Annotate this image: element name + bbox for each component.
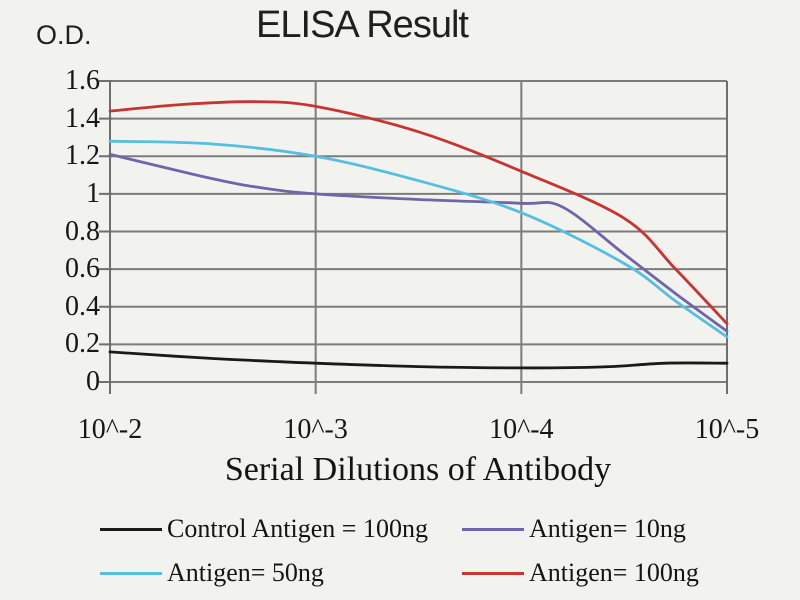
legend-line-swatch — [100, 527, 162, 531]
legend-label: Antigen= 10ng — [529, 514, 686, 543]
x-tick-label: 10^-2 — [77, 414, 143, 445]
legend-line-swatch — [100, 571, 162, 575]
y-tick-label: 1.6 — [65, 65, 100, 96]
legend-item: Antigen= 50ng — [100, 558, 324, 588]
legend-item: Control Antigen = 100ng — [100, 514, 428, 544]
y-tick-label: 0.6 — [65, 253, 100, 285]
x-axis-title: Serial Dilutions of Antibody — [224, 451, 612, 488]
x-tick-label: 10^-4 — [489, 414, 554, 445]
y-tick-label: 0 — [86, 366, 100, 397]
y-tick-label: 0.8 — [65, 215, 100, 247]
y-tick-label: 1 — [86, 177, 100, 209]
legend-label: Antigen= 100ng — [529, 558, 699, 587]
legend-item: Antigen= 10ng — [462, 514, 686, 544]
y-tick-label: 0.2 — [65, 328, 100, 360]
x-tick-label: 10^-5 — [694, 414, 760, 445]
chart-title: ELISA Result — [256, 4, 469, 46]
series-curve — [108, 139, 729, 339]
legend-label: Antigen= 50ng — [167, 558, 324, 587]
legend-line-swatch — [462, 527, 524, 531]
y-tick-label: 1.2 — [65, 140, 100, 172]
legend-line-swatch — [462, 571, 524, 575]
legend-label: Control Antigen = 100ng — [167, 514, 428, 543]
legend-item: Antigen= 100ng — [462, 558, 699, 588]
y-axis-title: O.D. — [36, 20, 92, 50]
series-curve — [108, 350, 729, 370]
y-tick-label: 0.4 — [65, 290, 100, 322]
y-tick-label: 1.4 — [65, 102, 100, 134]
series-curve — [108, 100, 729, 326]
series-curve — [108, 153, 729, 333]
x-tick-label: 10^-3 — [283, 414, 348, 445]
